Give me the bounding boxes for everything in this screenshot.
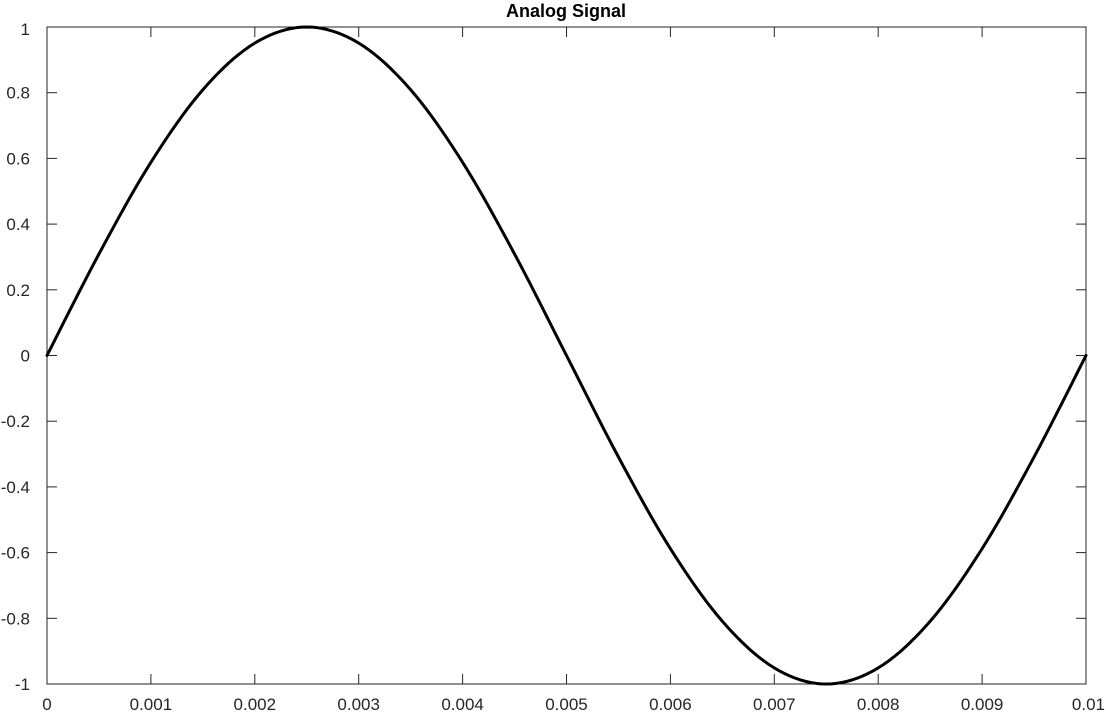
y-tick-label: -1 (15, 675, 30, 694)
y-tick-label: 0.6 (6, 149, 30, 168)
x-tick-label: 0.004 (441, 695, 484, 713)
tick-marks (46, 26, 1087, 685)
x-tick-label: 0.003 (337, 695, 380, 713)
series-line (45, 25, 1088, 686)
x-tick-label: 0.006 (649, 695, 692, 713)
x-tick-label: 0 (42, 695, 51, 713)
y-tick-label: -0.4 (1, 478, 30, 497)
x-tick-label: 0.009 (961, 695, 1004, 713)
y-tick-label: -0.6 (1, 544, 30, 563)
x-tick-labels: 0 0.001 0.002 0.003 0.004 0.005 0.006 0.007 0.00… (42, 695, 1105, 713)
y-tick-label: 1 (21, 20, 30, 39)
x-tick-label: 0.007 (753, 695, 796, 713)
x-tick-label: 0.008 (857, 695, 900, 713)
y-tick-label: 0.4 (6, 215, 30, 234)
y-tick-label: -0.2 (1, 412, 30, 431)
y-tick-label: 0.8 (6, 84, 30, 103)
y-tick-labels: 1 0.8 0.6 0.4 0.2 0 -0.2 -0.4 -0.6 -0.8 -1 (1, 20, 30, 694)
x-tick-label: 0.01 (1072, 695, 1105, 713)
y-tick-label: 0 (21, 347, 30, 366)
x-tick-label: 0.005 (545, 695, 588, 713)
chart-title: Analog Signal (506, 1, 626, 21)
x-tick-label: 0.001 (130, 695, 173, 713)
y-tick-label: -0.8 (1, 609, 30, 628)
y-tick-label: 0.2 (6, 281, 30, 300)
x-tick-label: 0.002 (234, 695, 277, 713)
